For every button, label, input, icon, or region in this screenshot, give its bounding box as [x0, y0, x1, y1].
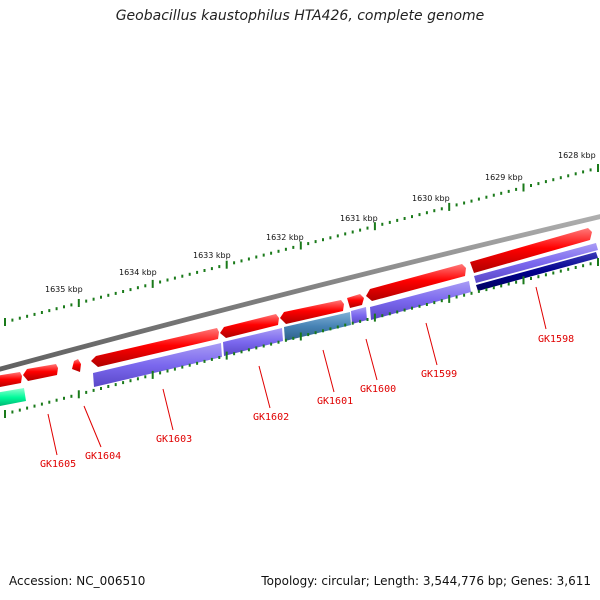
accession-text: Accession: NC_006510 [9, 574, 146, 588]
cds-bar-gk1598[interactable] [474, 243, 598, 283]
map-title: Geobacillus kaustophilus HTA426, complet… [115, 8, 485, 24]
gene-arrow-gk1599[interactable] [366, 264, 466, 301]
cds-bar-gk1600[interactable] [351, 307, 367, 324]
gene-label-gk1605[interactable]: GK1605 [40, 459, 76, 470]
leader-gk1599 [425, 322, 438, 366]
gene-label-gk1599[interactable]: GK1599 [421, 369, 457, 380]
cds-bar-gk1599[interactable] [370, 281, 471, 320]
forward-genes [0, 228, 592, 388]
leader-gk1600 [365, 338, 378, 381]
genome-backbone [0, 214, 600, 372]
gene-arrow-gk1604[interactable] [72, 359, 81, 372]
ruler-label-1635: 1635 kbp [45, 285, 83, 294]
gene-label-gk1602[interactable]: GK1602 [253, 412, 289, 423]
feature-bar-green[interactable] [0, 388, 26, 407]
leader-gk1605 [47, 413, 58, 456]
gene-arrow-gk1605[interactable] [23, 364, 58, 381]
gene-arrow-gk1602[interactable] [220, 314, 279, 338]
genome-summary-text: Topology: circular; Length: 3,544,776 bp… [261, 574, 591, 588]
cds-bar-gk1603[interactable] [93, 343, 222, 387]
ruler-label-1631: 1631 kbp [340, 214, 378, 223]
gene-arrow-gk1598[interactable] [470, 228, 592, 273]
gene-arrow-gk1600[interactable] [347, 294, 364, 308]
gene-labels: GK1598 GK1599 GK1600 GK1601 GK1602 GK160… [40, 334, 574, 470]
ruler-label-1628: 1628 kbp [558, 151, 596, 160]
leader-gk1602 [258, 365, 271, 409]
leader-gk1598 [535, 286, 547, 330]
ruler-label-1630: 1630 kbp [412, 194, 450, 203]
cds-bar-gk1598-dark[interactable] [476, 252, 598, 291]
gene-label-gk1601[interactable]: GK1601 [317, 396, 353, 407]
leader-gk1601 [322, 349, 335, 393]
gene-label-gk1600[interactable]: GK1600 [360, 384, 396, 395]
gene-label-gk1603[interactable]: GK1603 [156, 434, 192, 445]
gene-label-gk1598[interactable]: GK1598 [538, 334, 574, 345]
ruler-label-1633: 1633 kbp [193, 251, 231, 260]
reverse-cds [0, 243, 598, 407]
gene-arrow-gk1603[interactable] [91, 328, 219, 367]
gene-arrow-gk1601[interactable] [280, 300, 344, 324]
ruler-label-1634: 1634 kbp [119, 268, 157, 277]
ruler-label-1632: 1632 kbp [266, 233, 304, 242]
gene-leader-lines [47, 286, 547, 456]
leader-gk1603 [162, 388, 174, 431]
ruler-labels: 1628 kbp 1629 kbp 1630 kbp 1631 kbp 1632… [45, 151, 596, 294]
leader-gk1604 [83, 405, 102, 448]
cds-bar-gk1602[interactable] [223, 328, 283, 356]
outer-ruler [4, 164, 599, 326]
gene-arrow-partial[interactable] [0, 372, 22, 388]
inner-ruler [4, 258, 599, 418]
ruler-label-1629: 1629 kbp [485, 173, 523, 182]
gene-label-gk1604[interactable]: GK1604 [85, 451, 121, 462]
